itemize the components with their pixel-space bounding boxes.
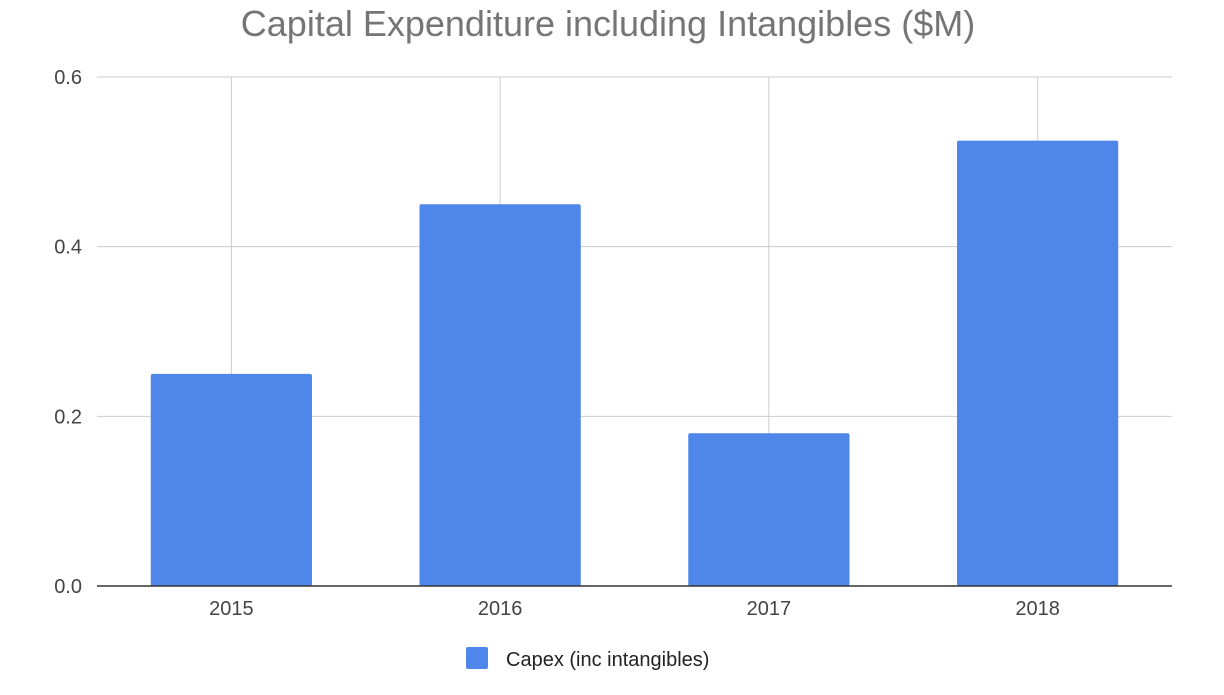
legend: Capex (inc intangibles)	[466, 647, 709, 671]
bar-2015	[150, 373, 312, 586]
y-tick-label: 0.0	[54, 576, 82, 598]
bar-2017	[688, 433, 850, 586]
legend-label: Capex (inc intangibles)	[506, 649, 709, 671]
bar-2018	[957, 140, 1119, 586]
x-axis-ticks: 2015 2016 2017 2018	[209, 598, 1060, 620]
x-tick-label: 2018	[1015, 598, 1060, 620]
y-tick-label: 0.6	[54, 67, 82, 89]
y-tick-label: 0.4	[54, 237, 82, 259]
bars	[150, 140, 1119, 586]
chart-title: Capital Expenditure including Intangible…	[241, 3, 975, 44]
y-axis-ticks: 0.0 0.2 0.4 0.6	[54, 67, 82, 598]
legend-swatch	[466, 647, 488, 669]
x-tick-label: 2015	[209, 598, 254, 620]
x-tick-label: 2016	[478, 598, 523, 620]
y-tick-label: 0.2	[54, 406, 82, 428]
bar-2016	[419, 204, 581, 586]
x-tick-label: 2017	[747, 598, 792, 620]
